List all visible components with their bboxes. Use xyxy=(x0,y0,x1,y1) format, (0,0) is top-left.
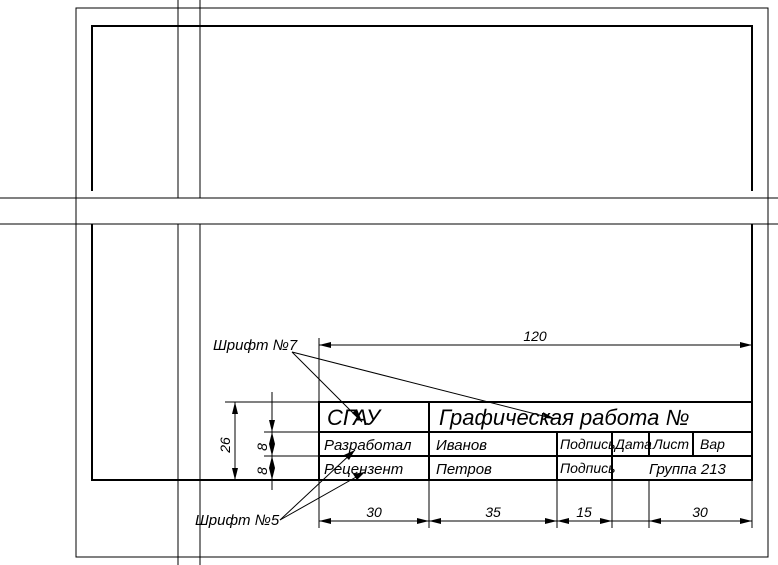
drawing-canvas: 120 Шрифт №7 СГАУ Графическая работа № Р… xyxy=(0,0,778,565)
svg-text:30: 30 xyxy=(366,504,382,520)
cell-group: Группа 213 xyxy=(649,461,727,478)
cell-sheet: Лист xyxy=(652,436,689,452)
cell-sign2: Подпись xyxy=(560,460,616,476)
cell-title: Графическая работа № xyxy=(439,405,689,430)
cell-reviewer: Рецензент xyxy=(324,461,403,478)
cell-org: СГАУ xyxy=(327,405,382,430)
dim-row-bottom: 30 35 15 30 xyxy=(319,480,752,528)
svg-text:26: 26 xyxy=(217,437,233,454)
cell-developed: Разработал xyxy=(324,437,412,454)
leader-font5-b xyxy=(280,450,355,520)
cell-var: Вар xyxy=(700,436,725,452)
inner-frame-top xyxy=(92,26,752,191)
dim-120-text: 120 xyxy=(523,328,547,344)
annot-font7: Шрифт №7 xyxy=(213,337,298,354)
title-block: СГАУ Графическая работа № Разработал Ива… xyxy=(319,402,752,480)
cell-rev-name: Петров xyxy=(436,461,492,478)
cell-sign1: Подпись xyxy=(560,436,616,452)
cell-dev-name: Иванов xyxy=(436,437,487,454)
annot-font5: Шрифт №5 xyxy=(195,512,280,529)
svg-text:15: 15 xyxy=(576,504,592,520)
cell-date: Дата xyxy=(613,436,652,452)
svg-text:8: 8 xyxy=(254,443,270,451)
svg-text:35: 35 xyxy=(485,504,501,520)
svg-text:30: 30 xyxy=(692,504,708,520)
dim-left-heights: 26 8 8 xyxy=(217,392,319,490)
svg-text:8: 8 xyxy=(254,467,270,475)
